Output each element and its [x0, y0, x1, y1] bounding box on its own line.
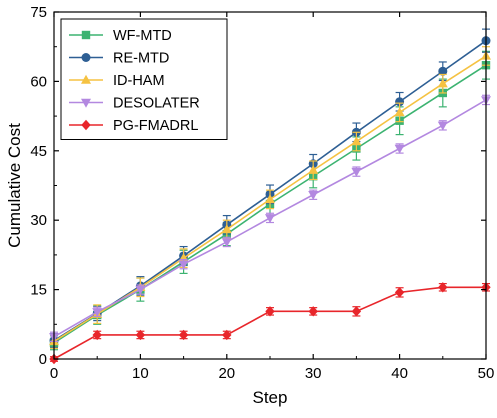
data-point	[351, 167, 362, 177]
x-axis-label: Step	[253, 388, 288, 407]
legend-label: RE-MTD	[113, 51, 169, 67]
x-tick-label: 0	[50, 365, 58, 382]
y-tick-label: 45	[30, 143, 47, 160]
legend: WF-MTD RE-MTD ID-HAM DESOLATER PG-FMADRL	[60, 18, 228, 140]
legend-label: ID-HAM	[113, 73, 165, 89]
legend-marker	[81, 53, 91, 62]
legend-label: DESOLATER	[113, 96, 200, 112]
data-point	[265, 214, 275, 224]
y-tick-label: 60	[30, 73, 47, 90]
data-point	[308, 191, 319, 200]
x-tick-label: 20	[218, 365, 235, 382]
data-point	[351, 136, 362, 146]
data-point	[265, 194, 275, 204]
data-point	[178, 260, 189, 270]
data-point	[221, 238, 232, 248]
data-point	[221, 224, 232, 234]
data-point	[395, 97, 405, 107]
series-id-ham	[49, 46, 491, 349]
data-point	[92, 329, 102, 341]
series-line	[53, 286, 486, 360]
y-tick-label: 0	[39, 351, 47, 368]
y-tick-label: 30	[30, 212, 47, 229]
data-point	[308, 165, 319, 174]
data-point	[222, 329, 232, 341]
data-point	[394, 287, 405, 298]
data-point	[135, 285, 146, 295]
data-point	[178, 329, 189, 341]
data-point	[265, 306, 275, 317]
legend-item: ID-HAM	[69, 73, 165, 89]
legend-marker	[81, 119, 91, 131]
data-point	[438, 66, 448, 76]
legend-item: PG-FMADRL	[69, 118, 198, 134]
legend-item: DESOLATER	[69, 96, 200, 112]
data-point	[437, 78, 448, 88]
legend-label: WF-MTD	[113, 28, 172, 44]
x-tick-label: 30	[305, 365, 322, 382]
x-tick-label: 50	[478, 365, 495, 382]
data-point	[135, 329, 146, 341]
series-pg-fmadrl	[49, 282, 491, 365]
x-tick-label: 10	[132, 365, 149, 382]
data-point	[438, 282, 448, 293]
data-point	[92, 308, 103, 318]
y-axis-label: Cumulative Cost	[5, 123, 24, 248]
legend-marker	[81, 74, 91, 84]
data-point	[437, 121, 448, 131]
data-point	[394, 144, 405, 154]
legend-item: RE-MTD	[69, 51, 169, 67]
x-tick-label: 40	[391, 365, 408, 382]
y-tick-label: 15	[30, 282, 47, 299]
legend-item: WF-MTD	[69, 28, 172, 44]
series-layer	[49, 28, 491, 365]
data-point	[351, 306, 362, 317]
data-point	[394, 107, 405, 117]
legend-marker	[81, 98, 91, 108]
axes-layer: 0 10 20 30 40 50 0 15 30 45 60 75	[30, 4, 494, 382]
data-point	[308, 306, 318, 317]
y-tick-label: 75	[30, 4, 47, 21]
legend-label: PG-FMADRL	[113, 118, 198, 134]
legend-marker	[81, 30, 91, 40]
